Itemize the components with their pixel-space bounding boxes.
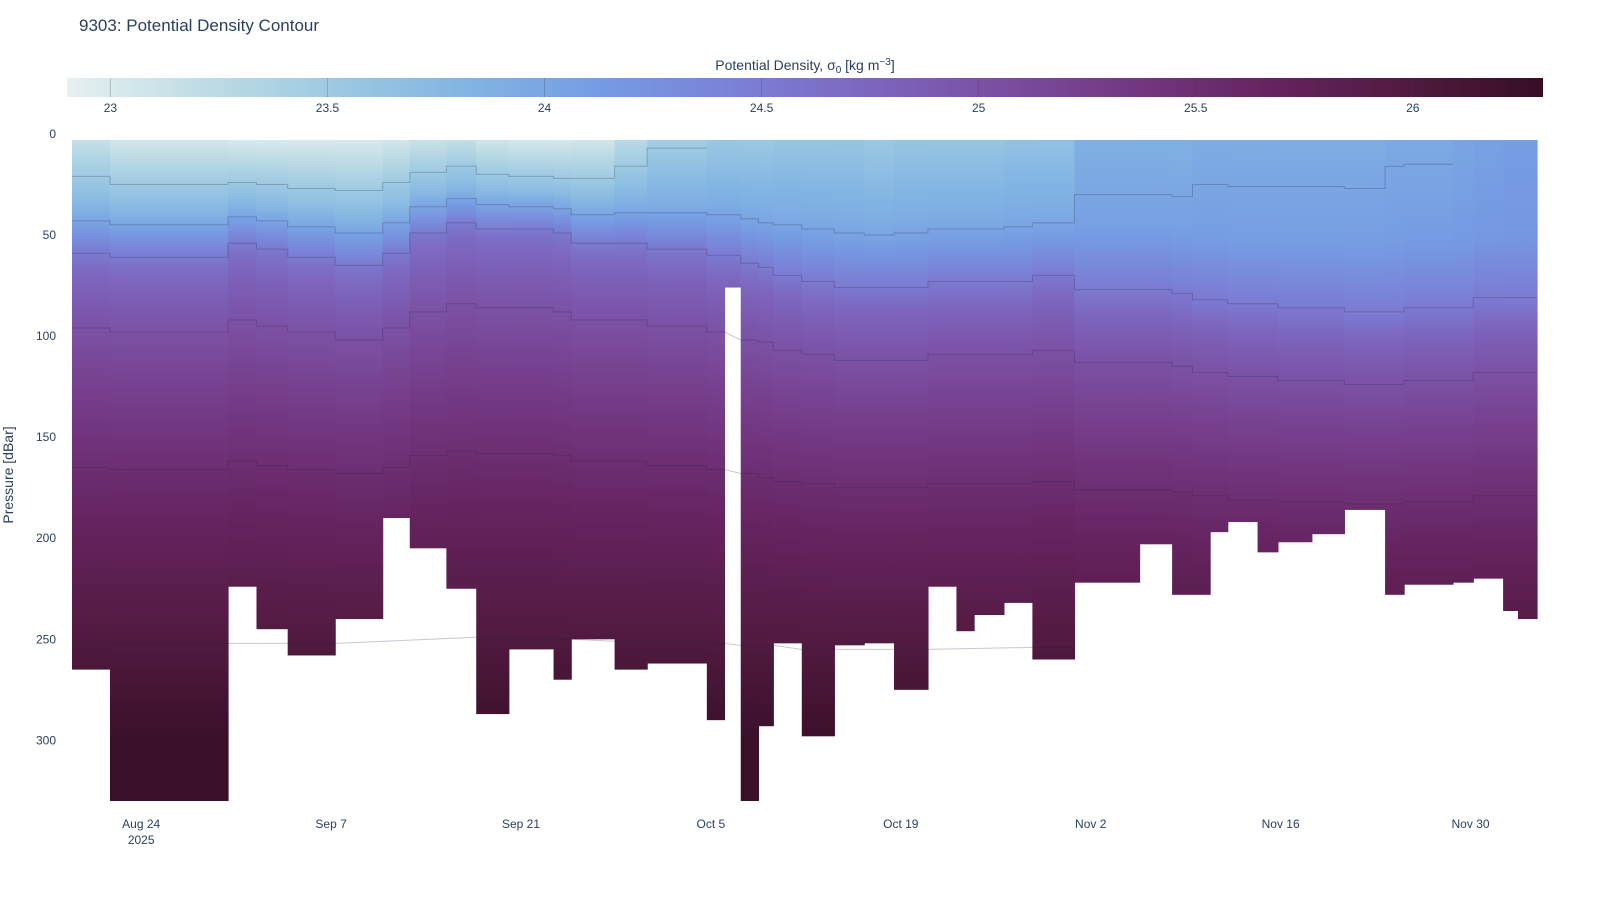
colorbar-tick-label: 24 [538, 101, 552, 115]
profile-column [1257, 140, 1279, 553]
x-year-label: 2025 [128, 833, 155, 847]
colorbar-tick-label: 24.5 [750, 101, 774, 115]
profile-column [1503, 140, 1519, 611]
x-tick-label: Aug 24 [122, 817, 160, 831]
profile-column [956, 140, 975, 632]
x-tick-label: Sep 7 [315, 817, 347, 831]
profile-column [724, 140, 742, 288]
profile-column [647, 140, 708, 664]
profile-column [1344, 140, 1386, 510]
x-tick-label: Oct 19 [883, 817, 919, 831]
profile-column [1227, 140, 1259, 523]
x-tick-label: Nov 2 [1075, 817, 1107, 831]
profile-column [382, 140, 411, 519]
profile-column [1192, 140, 1211, 595]
colorbar-title: Potential Density, σ0 [kg m−3] [715, 57, 894, 76]
y-tick-label: 150 [36, 430, 56, 444]
profile-column [1003, 140, 1033, 603]
colorbar-tick-label: 23.5 [316, 101, 340, 115]
x-axis: Aug 24 Sep 7 Sep 21 Oct 5 Oct 19 Nov 2 Nov 16 N… [122, 817, 1490, 847]
contour-line [72, 163, 1453, 236]
y-tick-label: 0 [49, 127, 56, 141]
y-tick-label: 100 [36, 329, 56, 343]
profile-column [706, 140, 726, 721]
profile-column [1032, 140, 1076, 660]
profile-column [1172, 140, 1194, 595]
colorbar-tick-label: 26 [1406, 101, 1420, 115]
profile-column [614, 140, 648, 670]
x-tick-label: Nov 16 [1262, 817, 1300, 831]
profile-column [1404, 140, 1454, 585]
y-tick-label: 200 [36, 531, 56, 545]
profile-column [1074, 140, 1141, 583]
profile-column [409, 140, 447, 549]
profile-column [571, 140, 616, 640]
profile-column [894, 140, 929, 690]
profile-column [227, 140, 258, 587]
y-tick-label: 250 [36, 632, 56, 646]
profile-column [72, 140, 111, 670]
y-tick-label: 300 [36, 733, 56, 747]
profile-column [1210, 140, 1229, 533]
y-axis: 0 50 100 150 200 250 300 [36, 127, 56, 747]
x-tick-label: Nov 30 [1452, 817, 1490, 831]
contour-line [72, 147, 707, 192]
colorbar-tick-label: 23 [104, 101, 118, 115]
contour-line [72, 222, 1537, 313]
contour-line [72, 636, 1075, 650]
plot-area [72, 140, 1538, 801]
y-tick-label: 50 [43, 228, 57, 242]
profile-column [1385, 140, 1405, 595]
chart-title: 9303: Potential Density Contour [79, 16, 319, 35]
profile-column [256, 140, 289, 630]
contour-line [72, 450, 1537, 505]
colorbar-gradient [67, 78, 1543, 97]
profile-column [508, 140, 555, 650]
profile-column [801, 140, 835, 737]
profile-column [1139, 140, 1173, 545]
profile-column [553, 140, 572, 680]
profile-column [476, 140, 510, 715]
profile-column [773, 140, 803, 644]
profile-column [287, 140, 336, 656]
contour-line [72, 303, 1537, 386]
colorbar: Potential Density, σ0 [kg m−3] 23 23.5 24 2… [67, 57, 1543, 115]
profile-column [1518, 140, 1538, 620]
profile-column [335, 140, 384, 620]
profile-column [1277, 140, 1313, 543]
profile-column [864, 140, 895, 644]
profile-column [927, 140, 958, 587]
profile-column [974, 140, 1005, 616]
y-axis-title: Pressure [dBar] [0, 426, 16, 523]
profile-column [109, 140, 229, 801]
x-tick-label: Sep 21 [502, 817, 540, 831]
x-tick-label: Oct 5 [697, 817, 726, 831]
profile-column [1311, 140, 1345, 535]
profile-column [758, 140, 774, 727]
profile-column [1473, 140, 1504, 579]
colorbar-tick-label: 25.5 [1184, 101, 1208, 115]
profile-column [740, 140, 759, 801]
colorbar-tick-label: 25 [972, 101, 986, 115]
profile-column [1452, 140, 1474, 583]
profile-column [834, 140, 865, 646]
profile-column [446, 140, 477, 589]
